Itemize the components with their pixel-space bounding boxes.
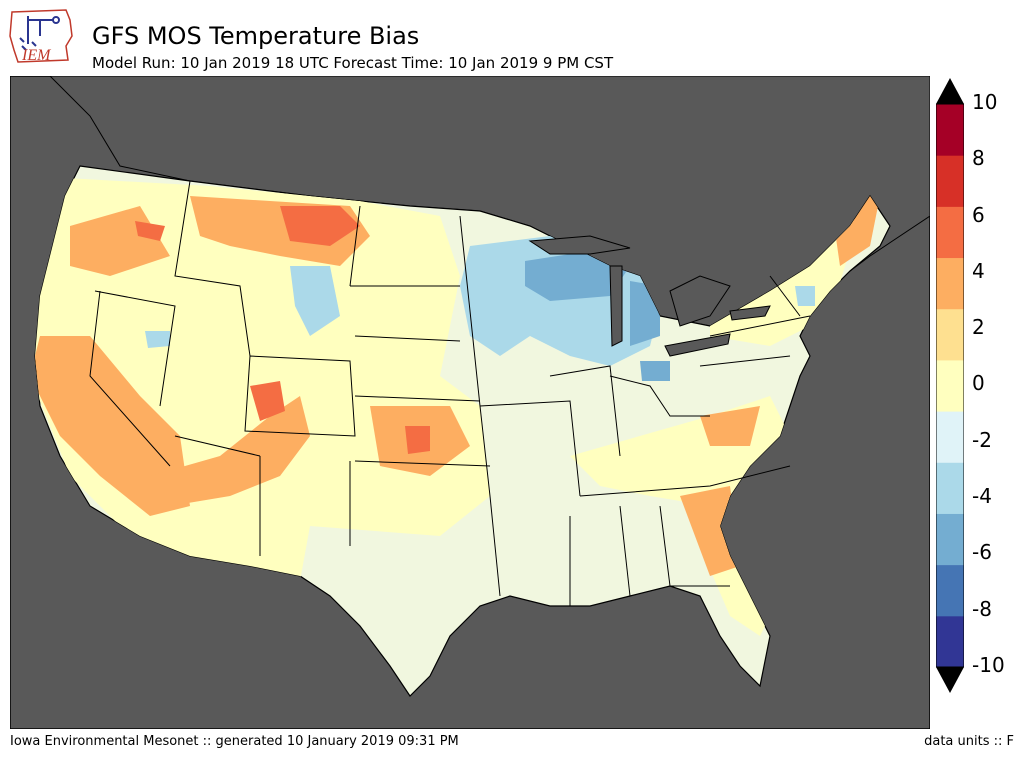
bias-area-4-6-oregon [135, 221, 165, 241]
colorbar-label-8: 8 [972, 146, 985, 170]
bias-area-neg2-neg4-nevada [145, 331, 170, 348]
colorbar-band [936, 564, 964, 617]
bias-area-4-6-utah [250, 381, 285, 421]
colorbar-label-neg6: -6 [972, 540, 992, 564]
colorbar-label-6: 6 [972, 203, 985, 227]
colorbar-label-neg8: -8 [972, 597, 992, 621]
great-lakes [528, 235, 771, 357]
colorbar-band [936, 308, 964, 361]
bias-area-2-4-california [35, 336, 190, 516]
colorbar-band [936, 359, 964, 412]
colorbar-band [936, 257, 964, 310]
colorbar-band [936, 462, 964, 514]
state-boundaries [89, 180, 811, 606]
bias-map [9, 75, 931, 730]
colorbar-label-4: 4 [972, 259, 985, 283]
colorbar-label-10: 10 [972, 90, 998, 114]
colorbar-over-arrow [936, 78, 964, 104]
colorbar-bands [936, 104, 964, 668]
bias-area-neg2-neg4-new-york [795, 286, 815, 306]
colorbar-band [936, 615, 964, 668]
colorbar-label-0: 0 [972, 371, 985, 395]
bias-area-2-4-virginia [700, 406, 760, 446]
colorbar [935, 78, 965, 693]
bias-area-neg4-neg6-wisconsin [525, 251, 630, 301]
colorbar-under-arrow [936, 667, 964, 693]
iem-logo: IEM [8, 6, 80, 68]
colorbar-band [936, 411, 964, 463]
bias-area-neg4-neg6-ohio [640, 361, 670, 381]
footer-units: data units :: F [924, 734, 1014, 749]
colorbar-band [936, 206, 964, 259]
colorbar-label-2: 2 [972, 315, 985, 339]
colorbar-label-neg4: -4 [972, 484, 992, 508]
bias-area-4-6-montana [280, 206, 360, 246]
iem-logo-text: IEM [21, 47, 52, 64]
footer-credit: Iowa Environmental Mesonet :: generated … [10, 734, 459, 749]
bias-area-2-4-georgia [680, 486, 740, 576]
colorbar-band [936, 104, 964, 156]
colorbar-label-neg2: -2 [972, 428, 992, 452]
bias-area-2-4-southwest [150, 396, 310, 506]
colorbar-band [936, 155, 964, 207]
colorbar-band [936, 513, 964, 566]
bias-area-4-6-kansas [405, 426, 430, 454]
bias-area-neg2-neg4-wyoming [290, 266, 340, 336]
map-subtitle: Model Run: 10 Jan 2019 18 UTC Forecast T… [92, 54, 614, 72]
map-title: GFS MOS Temperature Bias [92, 22, 420, 50]
colorbar-label-neg10: -10 [972, 653, 1005, 677]
